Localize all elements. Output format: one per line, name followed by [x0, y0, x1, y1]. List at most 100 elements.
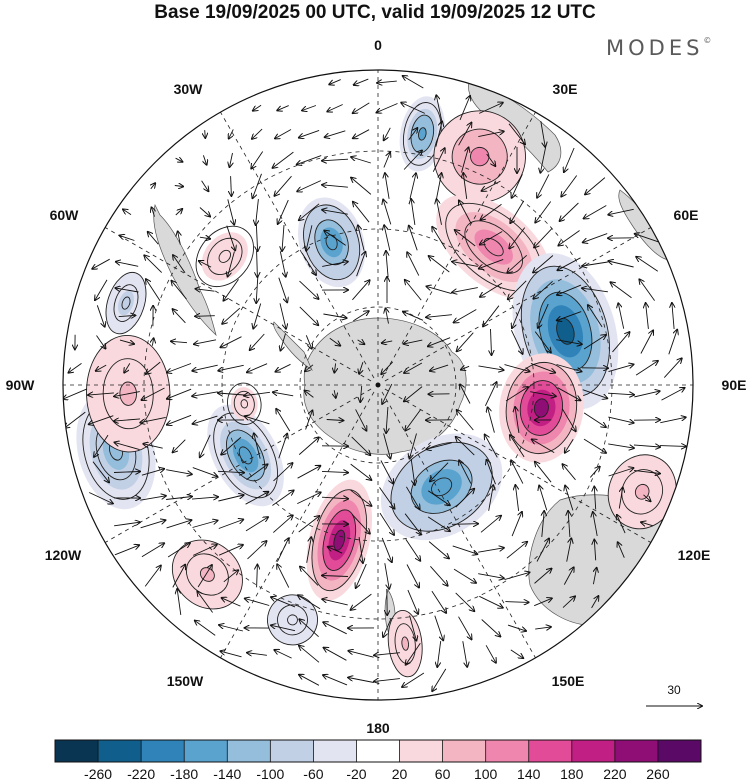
- wind-vector: [140, 496, 166, 501]
- wind-vector: [299, 306, 318, 325]
- wind-vector: [459, 201, 472, 224]
- wind-vector: [480, 231, 503, 245]
- wind-vector: [377, 81, 397, 83]
- wind-vector: [429, 256, 450, 273]
- wind-vector: [218, 364, 244, 370]
- height-contour: [218, 249, 232, 263]
- wind-vector: [353, 102, 370, 113]
- wind-vector: [540, 147, 547, 172]
- wind-vector: [383, 618, 392, 637]
- wind-vector: [672, 303, 674, 330]
- wind-vector: [94, 434, 109, 457]
- wind-vector: [305, 391, 314, 398]
- height-contour: [238, 446, 253, 465]
- wind-vector: [195, 621, 216, 636]
- wind-vector: [192, 521, 218, 528]
- wind-vector: [451, 524, 478, 525]
- wind-vector: [406, 642, 421, 665]
- height-contour: [207, 237, 243, 275]
- anomaly-layer: [76, 96, 677, 678]
- wind-vector: [530, 362, 555, 372]
- wind-vector: [324, 231, 346, 246]
- wind-vector: [89, 415, 114, 425]
- wind-vector: [453, 568, 476, 583]
- colorbar-tick-label: 220: [603, 766, 627, 782]
- anomaly-level: [121, 297, 131, 310]
- wind-vector: [278, 199, 289, 224]
- wind-vector: [322, 576, 349, 577]
- wind-vector: [245, 517, 268, 532]
- wind-vector: [485, 435, 498, 458]
- vector-reference-value: 30: [667, 683, 681, 697]
- anomaly-level: [470, 147, 489, 166]
- map-border: [62, 69, 694, 701]
- height-contour: [451, 128, 508, 185]
- colorbar-tick-label: -260: [84, 766, 112, 782]
- wind-vector: [353, 129, 370, 139]
- height-contour: [401, 636, 410, 651]
- wind-vector: [218, 545, 243, 556]
- wind-vector: [634, 391, 659, 398]
- wind-vector: [277, 564, 290, 588]
- label-150w: 150W: [167, 673, 204, 689]
- wind-vector: [247, 653, 267, 656]
- copyright-mark: ©: [703, 36, 712, 45]
- wind-vector: [218, 393, 245, 395]
- wind-vector: [608, 208, 634, 214]
- wind-vector: [115, 442, 140, 451]
- wind-vector: [434, 615, 443, 641]
- wind-vector: [407, 589, 418, 614]
- wind-vector: [458, 616, 472, 640]
- wind-vector: [245, 416, 270, 425]
- wind-vector: [254, 433, 261, 459]
- wind-vector: [533, 280, 553, 298]
- wind-vector: [485, 645, 496, 662]
- wind-vector: [306, 537, 312, 563]
- colorbar-swatch: [442, 740, 486, 762]
- pink-anomaly-50w: [195, 225, 254, 287]
- label-60w: 60W: [50, 207, 80, 223]
- wind-vector: [223, 570, 238, 583]
- latitude-circle: [299, 306, 457, 464]
- wind-vector: [325, 130, 346, 137]
- wind-vector: [222, 598, 241, 607]
- wind-vector: [530, 391, 556, 397]
- wind-vector: [589, 467, 599, 478]
- wind-vector: [273, 515, 292, 533]
- wind-vector: [618, 303, 625, 329]
- wind-vector: [542, 511, 544, 537]
- wind-vector: [114, 522, 140, 527]
- wind-vector: [507, 254, 528, 272]
- wind-vector: [382, 383, 393, 404]
- wind-vector: [535, 462, 552, 483]
- blue-anomaly-120w: [207, 404, 284, 507]
- wind-vector: [350, 489, 372, 506]
- wind-vector: [302, 105, 317, 111]
- wind-vector: [583, 335, 606, 350]
- wind-vector: [219, 625, 244, 632]
- wind-vector: [482, 180, 501, 191]
- label-120e: 120E: [678, 547, 711, 563]
- wind-vector: [199, 261, 212, 268]
- wind-vector: [193, 545, 217, 556]
- wind-vector: [427, 516, 450, 531]
- wind-vector: [69, 363, 82, 372]
- wind-vector: [178, 231, 181, 245]
- wind-vector: [636, 257, 659, 272]
- wind-vector: [504, 364, 530, 372]
- wind-vector: [556, 339, 582, 345]
- wind-vector: [510, 435, 525, 458]
- anomaly-level: [484, 238, 504, 256]
- wind-vector: [357, 340, 365, 344]
- wind-vector: [643, 494, 651, 501]
- wind-vector: [478, 131, 503, 138]
- wind-vector: [271, 625, 296, 632]
- wind-vector: [583, 438, 606, 453]
- wind-vector: [484, 382, 496, 406]
- label-150e: 150E: [552, 673, 585, 689]
- wind-vector: [401, 103, 425, 114]
- wind-vector: [457, 410, 474, 431]
- wind-vector: [430, 462, 449, 482]
- wind-vector: [300, 567, 319, 586]
- wind-vector: [534, 598, 552, 607]
